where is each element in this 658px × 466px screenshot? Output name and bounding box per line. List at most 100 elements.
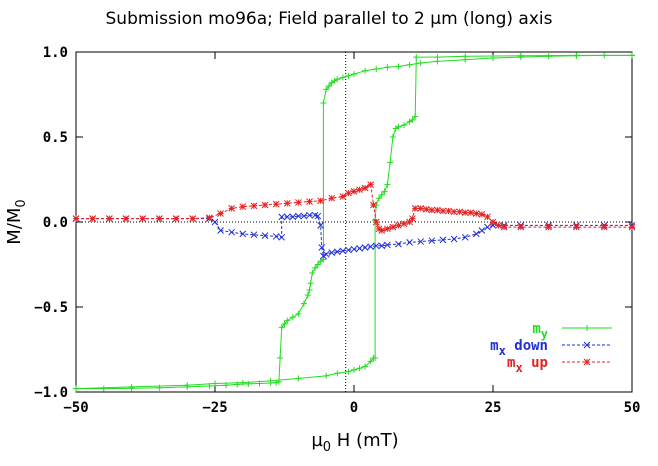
star-marker [389,223,397,231]
star-marker [283,199,291,207]
x-marker [318,244,326,251]
star-marker [450,208,458,216]
star-marker [489,218,497,226]
x-tick-label: 25 [485,400,502,416]
star-marker [250,202,258,210]
star-marker [472,210,480,217]
x-marker [395,240,402,248]
y-tick-label: −0.5 [34,300,68,316]
x-marker [322,250,330,258]
x-marker [372,242,380,250]
x-marker [283,213,291,221]
series-my-return-branch- [73,52,635,392]
x-marker [384,241,391,249]
x-marker [239,230,247,238]
x-tick-label: 50 [624,400,641,416]
y-axis-label: M/M0 [4,199,29,244]
legend-label: my [532,321,548,341]
star-marker [228,205,236,212]
star-marker [367,181,375,188]
star-marker [361,184,369,192]
y-tick-label: −1.0 [34,385,68,401]
series-line [75,54,632,390]
star-marker [500,223,508,231]
star-marker [272,200,280,208]
star-marker [261,201,269,209]
star-marker [217,210,224,217]
star-marker [573,223,580,231]
x-tick-label: −25 [202,400,227,416]
x-marker [217,227,224,234]
x-marker [311,211,319,219]
star-marker [445,207,452,215]
x-marker [333,248,341,256]
series-line [76,54,632,390]
star-marker [172,215,180,222]
star-marker [189,215,197,222]
x-marker [367,243,375,251]
star-marker [600,223,608,231]
star-marker [206,214,213,222]
y-tick-label: 0.0 [43,215,68,231]
x-marker [484,223,491,231]
legend-label: mx up [507,355,548,375]
series-mx-up [72,181,636,234]
star-marker [384,225,391,233]
star-marker [400,220,408,228]
star-marker [156,215,163,222]
star-marker [411,205,419,212]
star-marker [356,186,363,194]
star-marker [434,206,441,214]
star-marker [372,218,380,226]
x-marker [339,247,347,255]
x-marker [295,212,302,220]
x-marker [306,211,313,219]
star-marker [439,207,447,215]
star-marker [122,215,130,222]
x-marker [439,236,447,244]
x-marker [472,230,480,238]
x-marker [211,218,219,226]
star-marker [628,223,636,231]
star-marker [517,223,525,231]
star-marker [295,199,302,206]
star-marker [72,215,80,222]
star-marker [428,206,436,214]
x-marker [428,237,436,245]
x-tick-label: −50 [63,400,88,416]
x-marker [356,244,363,252]
star-marker [467,209,475,217]
tick-labels: −50 −25 0 25 50 −1.0 −0.5 0.0 0.5 1.0 [34,45,640,416]
star-marker [375,225,383,233]
x-axis-label: µ0 H (mT) [311,430,398,455]
y-tick-label: 0.5 [43,130,68,146]
x-marker [314,212,322,220]
x-marker [406,239,413,246]
x-marker [300,212,308,220]
star-marker [422,205,430,213]
star-marker [350,188,358,195]
x-marker [278,233,286,241]
star-marker [545,223,552,231]
x-marker [228,228,236,236]
x-marker [350,245,358,253]
x-marker [478,227,486,234]
chart-title: Submission mo96a; Field parallel to 2 µm… [106,9,553,29]
star-marker [339,193,347,200]
x-marker [328,249,336,256]
star-marker [106,215,113,222]
star-marker [583,358,591,366]
star-marker [495,222,502,229]
star-marker [306,198,313,205]
x-marker [278,213,286,221]
x-marker [378,242,386,250]
zero-lines [76,52,632,392]
star-marker [409,215,416,222]
series-mx-down [72,211,636,260]
x-marker [461,233,469,241]
x-marker [250,231,258,239]
star-marker [484,213,491,221]
star-marker [461,209,469,217]
